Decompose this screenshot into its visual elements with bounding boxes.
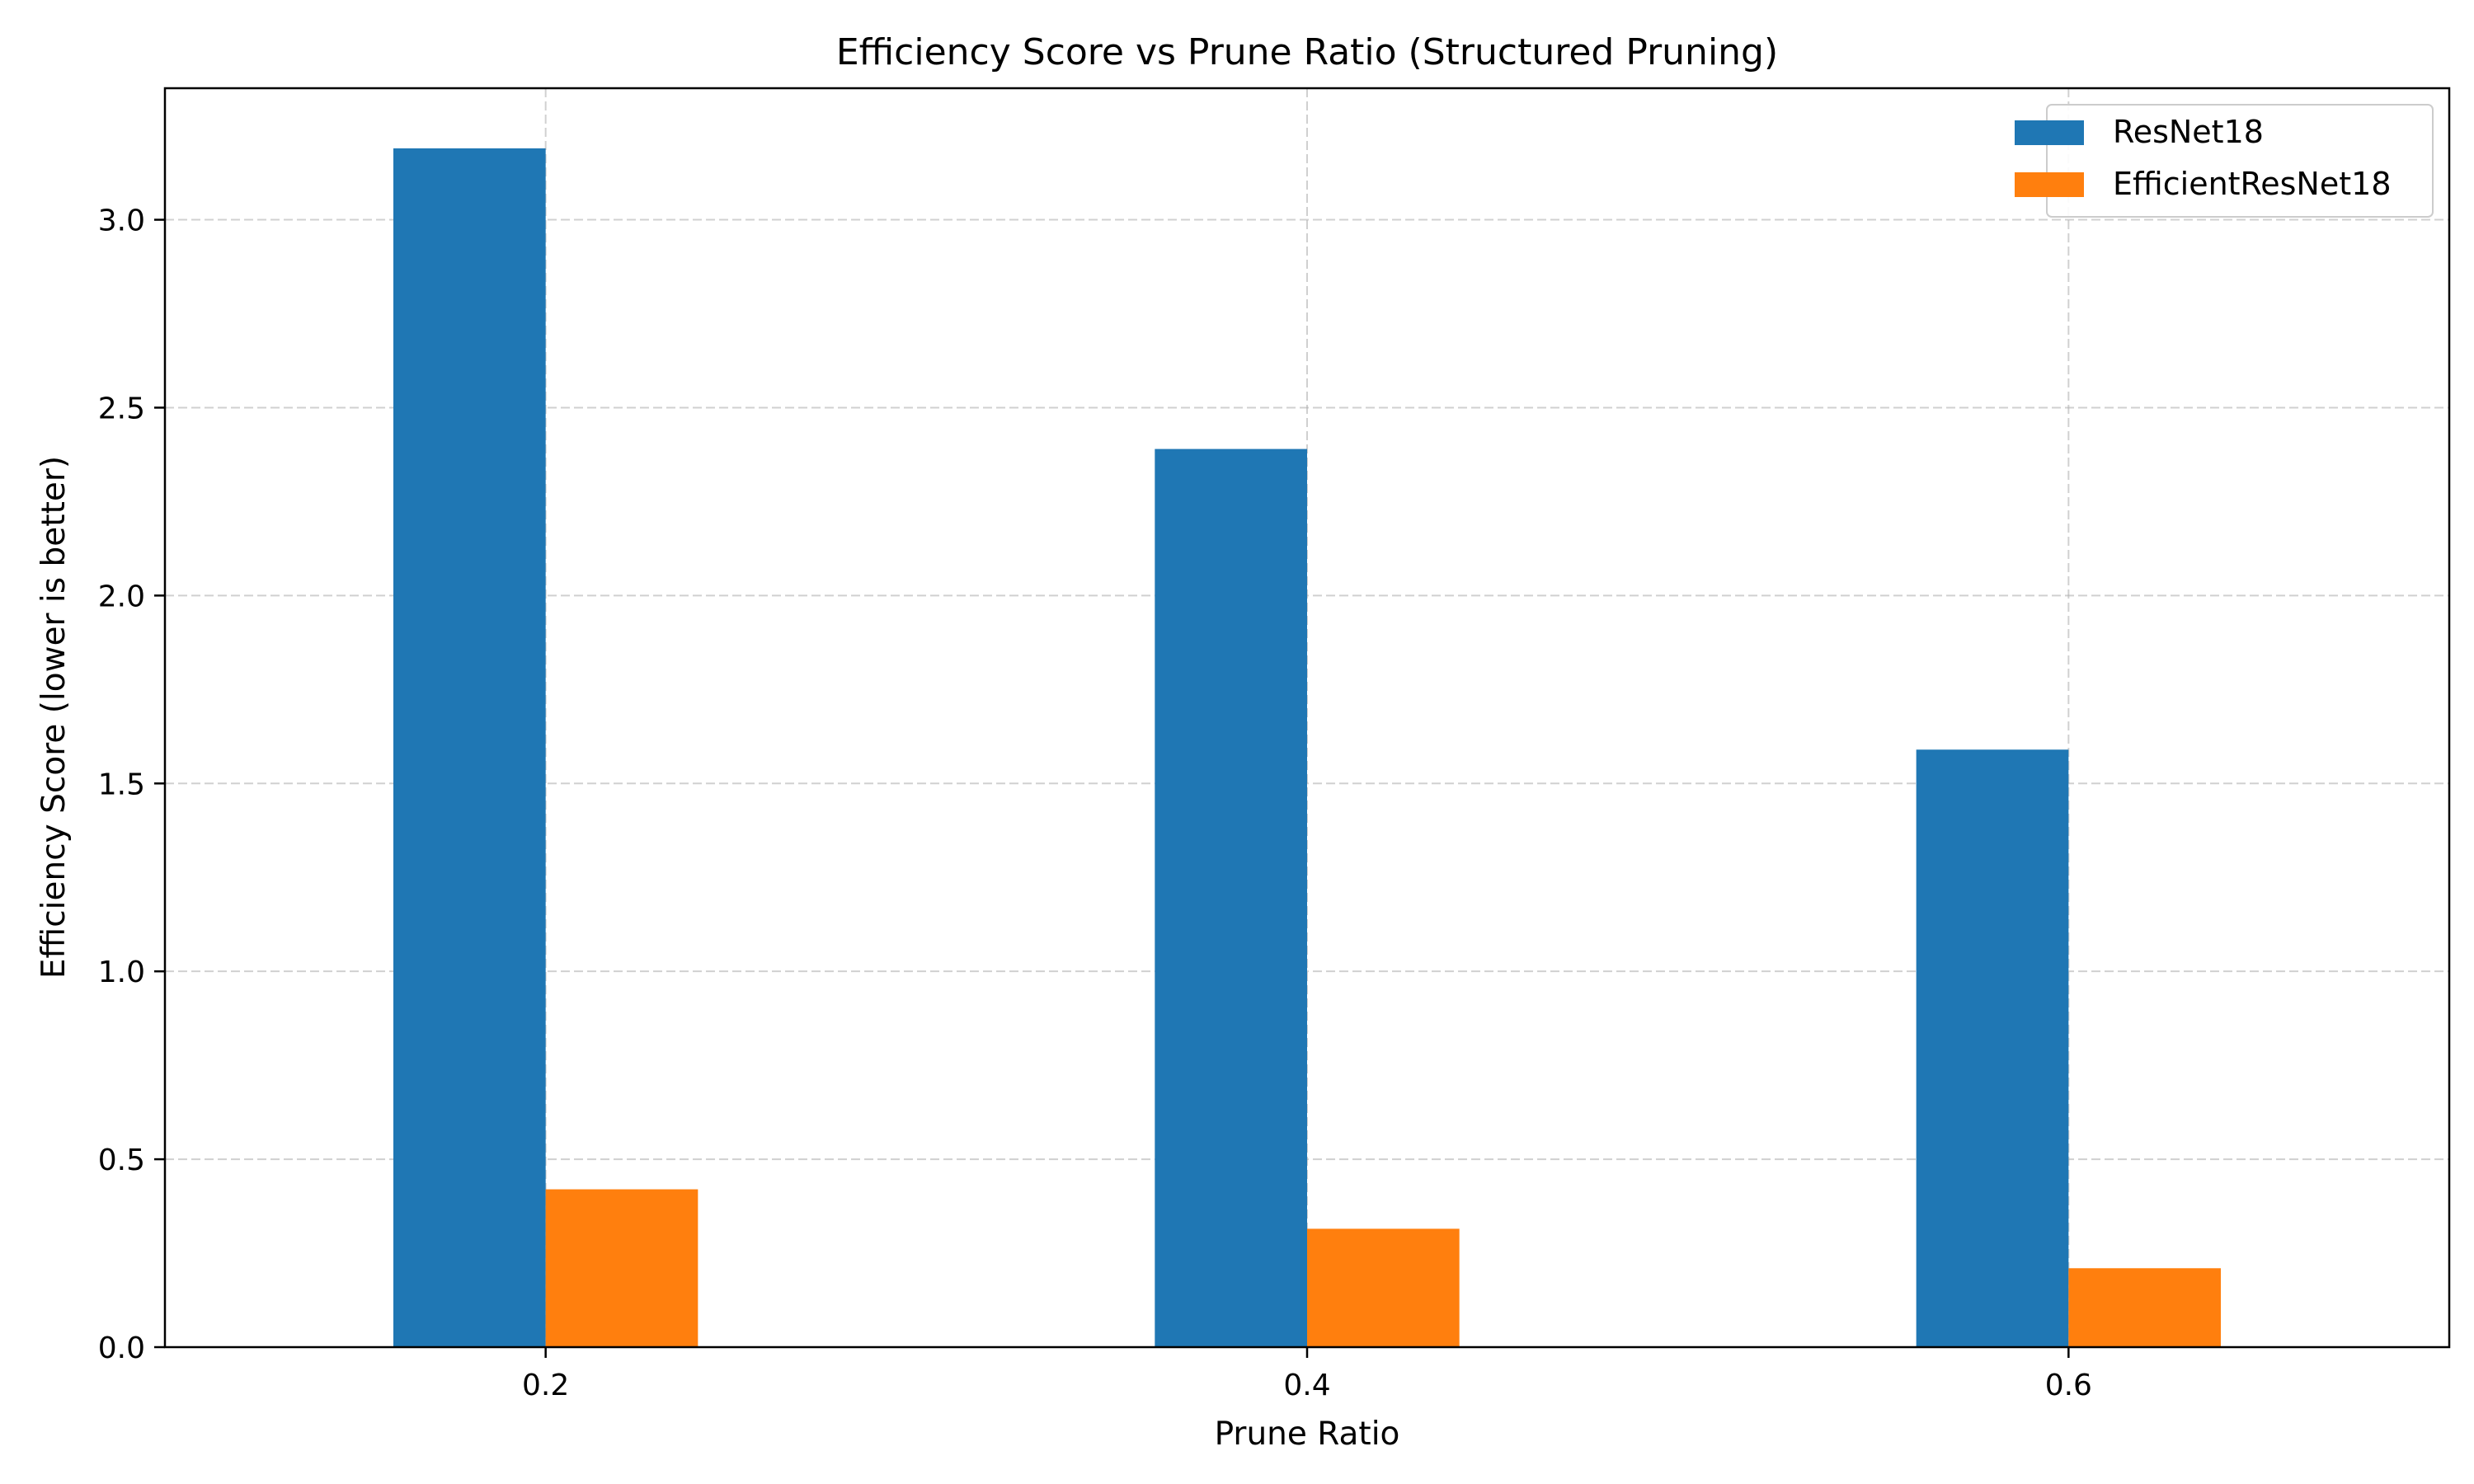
bar-resnet18-0.6 (1916, 749, 2069, 1347)
bar-efficientresnet18-0.6 (2068, 1268, 2221, 1347)
bar-resnet18-0.2 (393, 148, 546, 1347)
x-axis-label: Prune Ratio (1215, 1416, 1400, 1453)
legend-label-resnet18: ResNet18 (2113, 114, 2264, 150)
legend-swatch-resnet18 (2015, 120, 2084, 145)
y-tick-label: 1.5 (98, 768, 145, 801)
y-tick-label: 2.0 (98, 580, 145, 613)
bar-efficientresnet18-0.4 (1307, 1228, 1460, 1347)
legend-box (2046, 104, 2434, 218)
legend: ResNet18 EfficientResNet18 (2015, 104, 2434, 218)
legend-label-efficientresnet18: EfficientResNet18 (2113, 166, 2392, 202)
chart-title: Efficiency Score vs Prune Ratio (Structu… (836, 31, 1778, 73)
y-tick-label: 2.5 (98, 392, 145, 425)
y-tick-label: 3.0 (98, 204, 145, 238)
y-tick-label: 0.5 (98, 1144, 145, 1177)
legend-swatch-efficientresnet18 (2015, 172, 2084, 197)
bars-layer (393, 148, 2221, 1347)
ticks-layer: 0.0 0.5 1.0 1.5 2.0 2.5 3.0 0.2 0.4 0.6 (98, 204, 2092, 1402)
y-tick-label: 1.0 (98, 956, 145, 989)
y-tick-label: 0.0 (98, 1331, 145, 1365)
bar-efficientresnet18-0.2 (545, 1189, 698, 1347)
y-axis-label: Efficiency Score (lower is better) (35, 456, 73, 979)
x-tick-label: 0.2 (522, 1369, 569, 1402)
bar-resnet18-0.4 (1155, 448, 1307, 1347)
x-tick-label: 0.6 (2045, 1369, 2092, 1402)
x-tick-label: 0.4 (1283, 1369, 1330, 1402)
